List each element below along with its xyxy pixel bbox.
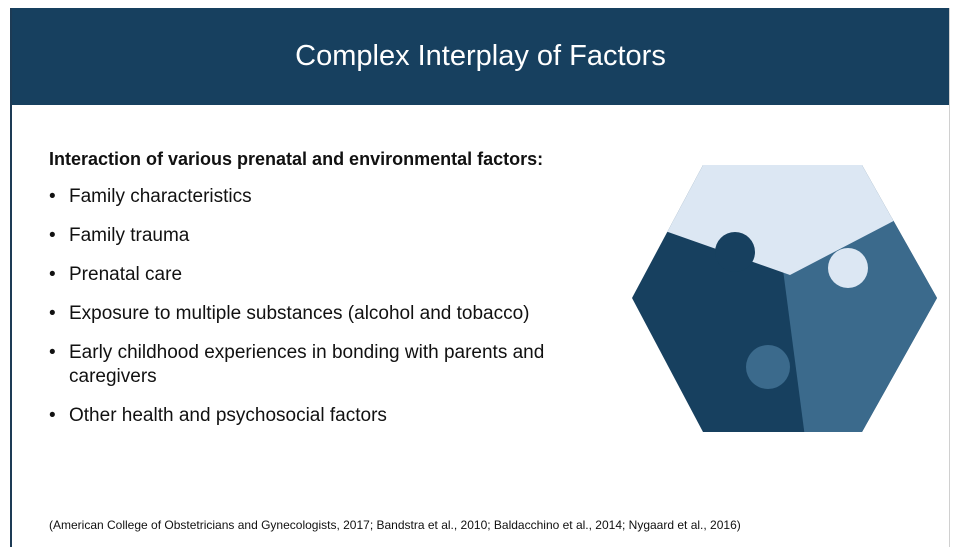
bullet: Other health and psychosocial factors bbox=[49, 404, 617, 428]
bullet: Early childhood experiences in bonding w… bbox=[49, 341, 617, 389]
slide: Complex Interplay of Factors Interaction… bbox=[10, 8, 950, 547]
puzzle-hexagon bbox=[632, 165, 937, 432]
title: Complex Interplay of Factors bbox=[295, 40, 666, 72]
bullet-list: Family characteristics Family trauma Prena… bbox=[49, 185, 617, 443]
bullet: Exposure to multiple substances (alcohol… bbox=[49, 302, 617, 326]
header: Complex Interplay of Factors bbox=[12, 8, 949, 105]
bullet: Prenatal care bbox=[49, 263, 617, 287]
bullet: Family characteristics bbox=[49, 185, 617, 209]
heading: Interaction of various prenatal and envi… bbox=[49, 149, 544, 169]
bullet: Family trauma bbox=[49, 224, 617, 248]
citation: (American College of Obstetricians and G… bbox=[49, 518, 741, 532]
